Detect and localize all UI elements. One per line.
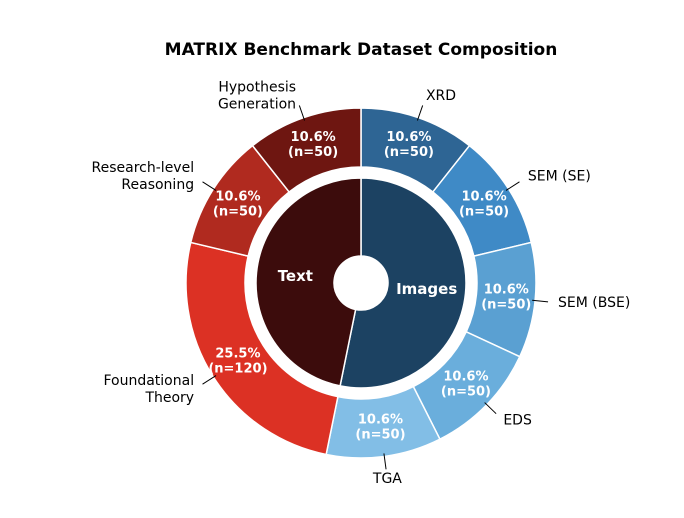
value-label: (n=50) (288, 145, 338, 160)
leader-line (383, 453, 387, 470)
category-label: SEM (SE) (528, 168, 591, 184)
category-label: Hypothesis Generation (218, 80, 296, 113)
leader-line (484, 402, 497, 415)
leader-line (416, 105, 424, 121)
leader-line (298, 105, 306, 121)
value-label: 10.6% (386, 130, 431, 145)
value-label: 10.6% (462, 189, 507, 204)
value-label: 10.6% (215, 189, 260, 204)
value-label: (n=50) (213, 204, 263, 219)
category-label: TGA (372, 471, 402, 487)
value-label: 10.6% (291, 130, 336, 145)
category-label: XRD (426, 88, 456, 104)
wedge (251, 107, 362, 194)
leader-line (202, 375, 217, 385)
wedge (255, 177, 362, 387)
value-label: 10.6% (443, 369, 488, 384)
category-label: Research-level Reasoning (92, 160, 195, 193)
inner-label: Text (278, 267, 313, 285)
value-label: (n=50) (459, 204, 509, 219)
value-label: 10.6% (484, 283, 529, 298)
value-label: 10.6% (358, 413, 403, 428)
category-label: SEM (BSE) (558, 295, 630, 311)
leader-line (202, 181, 217, 191)
inner-label: Images (396, 280, 457, 298)
value-label: (n=120) (208, 362, 267, 377)
value-label: (n=50) (355, 428, 405, 443)
leader-line (505, 181, 520, 191)
wedge (185, 241, 339, 456)
category-label: EDS (503, 413, 532, 429)
value-label: (n=50) (441, 384, 491, 399)
category-label: Foundational Theory (103, 373, 194, 406)
value-label: 25.5% (215, 347, 260, 362)
leader-line (532, 299, 549, 303)
chart-title: MATRIX Benchmark Dataset Composition (165, 40, 558, 60)
value-label: (n=50) (384, 145, 434, 160)
value-label: (n=50) (481, 298, 531, 313)
wedge (339, 177, 467, 389)
